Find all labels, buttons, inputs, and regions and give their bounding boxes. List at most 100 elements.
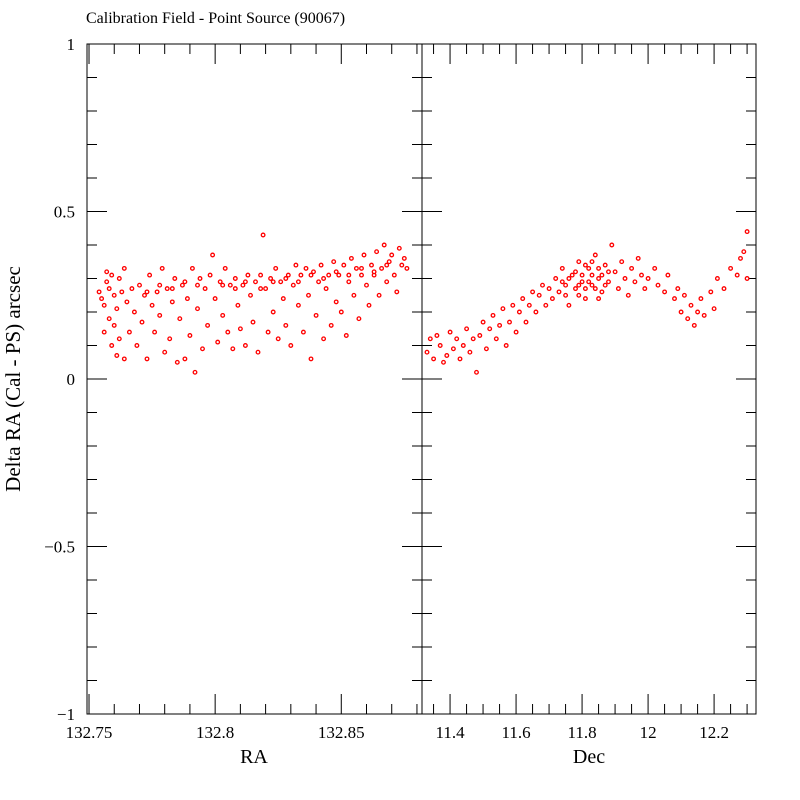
data-point — [526, 302, 532, 308]
data-point — [346, 279, 352, 285]
data-point — [318, 262, 324, 268]
x-tick-label: 132.85 — [318, 723, 365, 742]
data-point — [248, 292, 253, 298]
data-point — [361, 252, 367, 258]
data-point — [685, 316, 691, 322]
data-point — [253, 279, 258, 285]
data-point — [283, 322, 289, 328]
data-point — [124, 299, 130, 305]
data-point — [144, 289, 150, 295]
data-point — [164, 286, 170, 292]
data-point — [192, 369, 198, 375]
data-point — [457, 356, 463, 362]
y-tick-label: 0 — [67, 370, 76, 389]
data-point — [596, 276, 602, 281]
data-point — [487, 326, 493, 332]
data-point — [268, 276, 274, 281]
data-point — [300, 329, 306, 335]
data-point — [734, 272, 740, 278]
x-axis-label-dec: Dec — [573, 746, 605, 768]
data-point — [250, 319, 256, 325]
data-point — [582, 296, 588, 302]
data-point — [592, 286, 598, 292]
data-point — [116, 276, 122, 281]
data-point — [434, 333, 440, 338]
data-point — [470, 336, 476, 342]
data-point — [437, 343, 443, 348]
data-point — [596, 265, 602, 271]
data-point — [384, 262, 390, 268]
data-point — [530, 289, 536, 295]
data-point — [308, 272, 314, 278]
data-point — [622, 276, 628, 281]
data-point — [450, 346, 456, 352]
data-point — [104, 269, 110, 275]
data-point — [280, 296, 286, 302]
x-tick-label: 12.2 — [699, 723, 729, 742]
data-point — [195, 306, 200, 312]
data-point — [744, 276, 750, 281]
data-point — [353, 265, 359, 271]
data-point — [599, 289, 605, 295]
data-point — [589, 282, 595, 288]
data-point — [744, 229, 750, 235]
data-point — [273, 265, 279, 271]
data-point — [364, 282, 369, 288]
data-point — [157, 312, 163, 318]
data-point — [376, 292, 382, 298]
data-point — [662, 289, 668, 295]
data-point — [346, 272, 352, 278]
data-point — [321, 336, 327, 342]
data-point — [169, 299, 175, 305]
data-point — [263, 286, 269, 292]
data-point — [606, 269, 611, 275]
data-point — [681, 292, 687, 298]
data-point — [351, 292, 357, 298]
data-point — [333, 299, 339, 305]
data-point — [99, 296, 105, 302]
data-point — [483, 346, 489, 352]
data-point — [348, 255, 354, 261]
data-point — [260, 232, 266, 238]
data-point — [497, 322, 503, 328]
data-point — [592, 252, 598, 258]
data-point — [559, 265, 565, 271]
data-point — [157, 282, 163, 288]
data-point — [106, 316, 112, 322]
data-point — [589, 272, 595, 278]
data-point — [101, 329, 107, 335]
x-axis-label-ra: RA — [240, 746, 268, 768]
data-point — [688, 302, 694, 308]
data-point — [139, 319, 145, 325]
data-point — [609, 242, 615, 248]
data-point — [288, 343, 294, 348]
data-point — [242, 343, 248, 348]
data-point — [240, 282, 246, 288]
data-point — [162, 349, 168, 355]
data-point — [303, 265, 309, 271]
data-point — [642, 286, 648, 292]
data-point — [520, 296, 526, 302]
data-point — [106, 286, 112, 292]
data-point — [116, 336, 122, 342]
data-point — [232, 286, 238, 292]
data-point — [675, 286, 681, 292]
data-point — [394, 289, 400, 295]
data-point — [212, 296, 218, 302]
y-tick-label: 1 — [67, 35, 76, 54]
data-point — [510, 302, 516, 308]
data-point — [323, 286, 329, 292]
data-point — [599, 272, 605, 278]
data-point — [678, 309, 684, 315]
data-point — [207, 272, 213, 278]
data-point — [220, 282, 226, 288]
data-point — [464, 326, 470, 332]
data-point — [341, 262, 347, 268]
data-point — [559, 279, 565, 285]
data-point — [556, 289, 562, 295]
data-point — [431, 356, 437, 362]
data-point — [197, 276, 203, 281]
data-point — [516, 309, 522, 315]
data-point — [384, 279, 390, 285]
data-point — [270, 279, 276, 285]
